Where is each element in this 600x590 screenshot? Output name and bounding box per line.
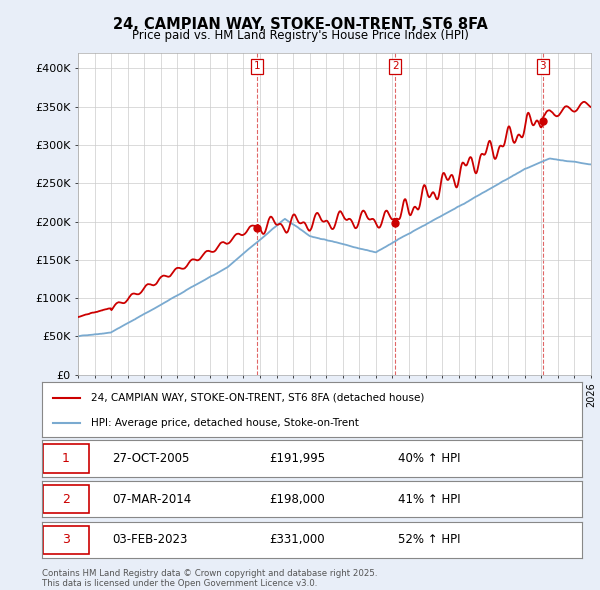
Text: 07-MAR-2014: 07-MAR-2014 bbox=[112, 493, 191, 506]
Text: 24, CAMPIAN WAY, STOKE-ON-TRENT, ST6 8FA (detached house): 24, CAMPIAN WAY, STOKE-ON-TRENT, ST6 8FA… bbox=[91, 392, 424, 402]
Text: Contains HM Land Registry data © Crown copyright and database right 2025.
This d: Contains HM Land Registry data © Crown c… bbox=[42, 569, 377, 588]
Text: £191,995: £191,995 bbox=[269, 452, 325, 465]
FancyBboxPatch shape bbox=[43, 485, 89, 513]
Text: 24, CAMPIAN WAY, STOKE-ON-TRENT, ST6 8FA: 24, CAMPIAN WAY, STOKE-ON-TRENT, ST6 8FA bbox=[113, 17, 487, 31]
FancyBboxPatch shape bbox=[43, 444, 89, 473]
Text: 27-OCT-2005: 27-OCT-2005 bbox=[112, 452, 190, 465]
Text: £198,000: £198,000 bbox=[269, 493, 325, 506]
Text: 41% ↑ HPI: 41% ↑ HPI bbox=[398, 493, 461, 506]
Text: 1: 1 bbox=[254, 61, 260, 71]
Text: 2: 2 bbox=[392, 61, 398, 71]
Text: HPI: Average price, detached house, Stoke-on-Trent: HPI: Average price, detached house, Stok… bbox=[91, 418, 358, 428]
Text: 52% ↑ HPI: 52% ↑ HPI bbox=[398, 533, 461, 546]
Text: 03-FEB-2023: 03-FEB-2023 bbox=[112, 533, 188, 546]
Text: £331,000: £331,000 bbox=[269, 533, 325, 546]
Text: 2: 2 bbox=[62, 493, 70, 506]
Text: 3: 3 bbox=[539, 61, 546, 71]
FancyBboxPatch shape bbox=[43, 526, 89, 554]
Text: 1: 1 bbox=[62, 452, 70, 465]
Text: 3: 3 bbox=[62, 533, 70, 546]
Text: Price paid vs. HM Land Registry's House Price Index (HPI): Price paid vs. HM Land Registry's House … bbox=[131, 30, 469, 42]
Text: 40% ↑ HPI: 40% ↑ HPI bbox=[398, 452, 461, 465]
